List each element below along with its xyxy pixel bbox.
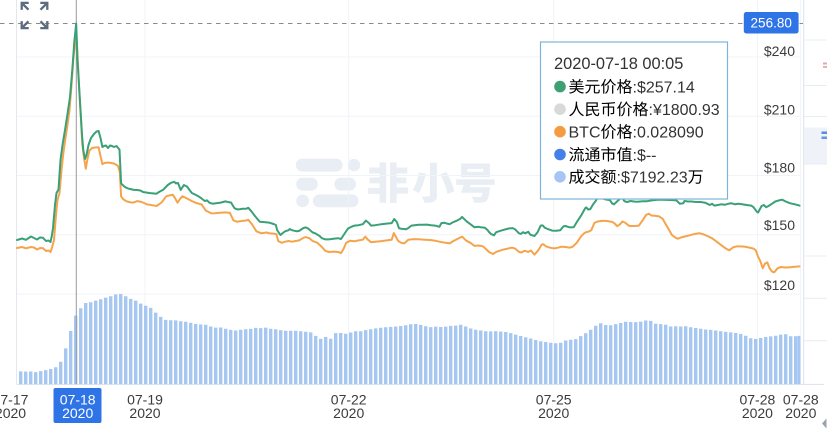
svg-text::$7192.23: :$7192.23 [617,170,688,187]
svg-text:2020: 2020 [742,405,773,421]
svg-text::0.028090: :0.028090 [633,125,704,142]
svg-text:2020-07-18 00:05: 2020-07-18 00:05 [554,55,683,73]
svg-text:$180: $180 [764,160,795,176]
svg-text::$--: :$-- [633,147,657,164]
svg-text:$210: $210 [764,102,795,118]
svg-text:BTC: BTC [569,125,601,142]
svg-text:256.80: 256.80 [751,16,792,31]
svg-text:2020: 2020 [538,405,569,421]
svg-text:2020: 2020 [785,405,816,421]
svg-text:$240: $240 [764,43,795,59]
svg-text:2020: 2020 [62,405,93,421]
svg-text::¥1800.93: :¥1800.93 [649,102,720,119]
svg-text::$257.14: :$257.14 [633,79,695,96]
svg-text:2020: 2020 [0,405,26,421]
svg-text:2020: 2020 [129,405,160,421]
svg-text:2020: 2020 [333,405,364,421]
svg-text:$150: $150 [764,217,795,233]
svg-text:$120: $120 [764,277,795,293]
